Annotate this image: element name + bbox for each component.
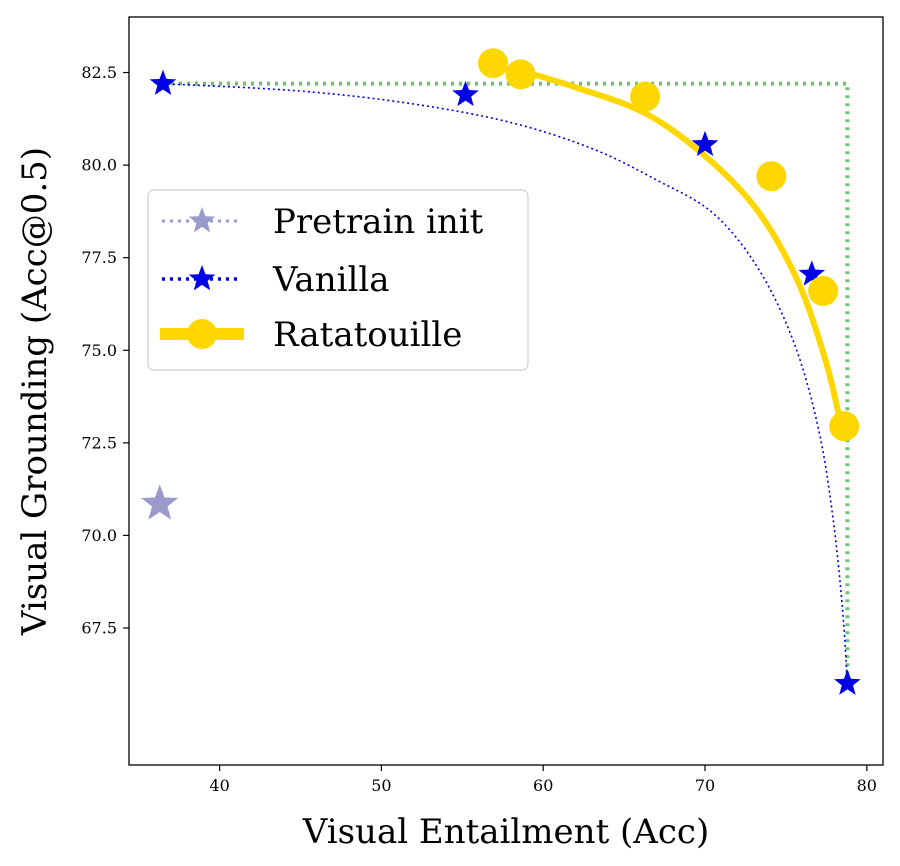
vanilla-point	[691, 130, 719, 157]
ratatouille-curve	[517, 67, 843, 420]
y-tick-label: 67.5	[81, 618, 117, 637]
legend: Pretrain init Vanilla Ratatouille	[147, 189, 529, 371]
legend-label: Pretrain init	[273, 202, 484, 242]
series-curves	[162, 67, 849, 684]
y-tick-label: 72.5	[81, 433, 117, 452]
legend-entry-rata: Ratatouille	[160, 315, 462, 355]
vanilla-point	[798, 260, 826, 286]
legend-star-icon	[188, 265, 216, 291]
ratatouille-point	[756, 161, 787, 192]
x-tick-label: 80	[857, 776, 877, 795]
y-tick-label: 75.0	[81, 341, 117, 360]
legend-star-icon	[188, 207, 216, 233]
vanilla-point	[452, 80, 479, 107]
series-markers	[141, 48, 861, 695]
legend-box	[147, 189, 529, 371]
x-tick-label: 60	[533, 776, 553, 795]
vanilla-point	[149, 69, 177, 95]
legend-label: Ratatouille	[273, 315, 462, 355]
pareto-frontier-line	[162, 81, 850, 684]
y-tick-label: 70.0	[81, 526, 117, 545]
legend-circle-icon	[187, 319, 217, 349]
y-axis-label: Visual Grounding (Acc@0.5)	[15, 147, 55, 636]
plot-frame	[128, 16, 884, 766]
ratatouille-point	[478, 48, 509, 79]
ratatouille-point	[808, 276, 839, 307]
y-tick-label: 77.5	[81, 248, 117, 267]
ratatouille-point	[630, 81, 661, 112]
ratatouille-point	[829, 411, 860, 442]
ratatouille-point	[505, 59, 536, 90]
pretrain-init-point	[141, 484, 179, 520]
y-tick-label: 80.0	[81, 156, 117, 175]
axis-ticks: 40 50 60 70 80 67.5 70.0 72.5 75.0 77.5 80.0 82.5	[81, 63, 877, 795]
pareto-frontier	[162, 81, 850, 684]
legend-entry-vanilla: Vanilla	[162, 260, 390, 300]
vanilla-point	[834, 669, 861, 695]
x-axis-label: Visual Entailment (Acc)	[302, 812, 709, 852]
x-tick-label: 50	[371, 776, 391, 795]
vanilla-curve	[162, 82, 849, 684]
x-tick-label: 70	[695, 776, 715, 795]
y-tick-label: 82.5	[81, 63, 117, 82]
x-tick-label: 40	[209, 776, 229, 795]
legend-entry-pretrain: Pretrain init	[162, 202, 484, 242]
legend-label: Vanilla	[272, 260, 390, 300]
